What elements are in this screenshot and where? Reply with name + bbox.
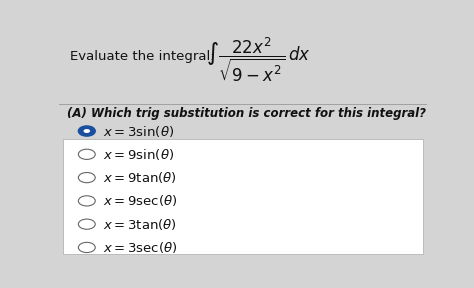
- FancyBboxPatch shape: [63, 139, 423, 254]
- Text: $x = 3 \tan(\theta)$: $x = 3 \tan(\theta)$: [103, 217, 177, 232]
- Text: $x = 3 \sin(\theta)$: $x = 3 \sin(\theta)$: [103, 124, 174, 139]
- Circle shape: [78, 149, 95, 160]
- Circle shape: [83, 129, 90, 133]
- Text: $\int \dfrac{22x^2}{\sqrt{9-x^2}}\,dx$: $\int \dfrac{22x^2}{\sqrt{9-x^2}}\,dx$: [206, 36, 311, 84]
- Text: $x = 9 \sec(\theta)$: $x = 9 \sec(\theta)$: [103, 193, 178, 209]
- Text: Evaluate the integral:: Evaluate the integral:: [70, 50, 215, 63]
- Circle shape: [78, 126, 95, 136]
- Text: $x = 3 \sec(\theta)$: $x = 3 \sec(\theta)$: [103, 240, 178, 255]
- Circle shape: [78, 219, 95, 229]
- Text: (A) Which trig substitution is correct for this integral?: (A) Which trig substitution is correct f…: [66, 107, 426, 120]
- Circle shape: [78, 196, 95, 206]
- Circle shape: [78, 173, 95, 183]
- Text: $x = 9 \tan(\theta)$: $x = 9 \tan(\theta)$: [103, 170, 177, 185]
- Text: $x = 9 \sin(\theta)$: $x = 9 \sin(\theta)$: [103, 147, 174, 162]
- Circle shape: [78, 242, 95, 253]
